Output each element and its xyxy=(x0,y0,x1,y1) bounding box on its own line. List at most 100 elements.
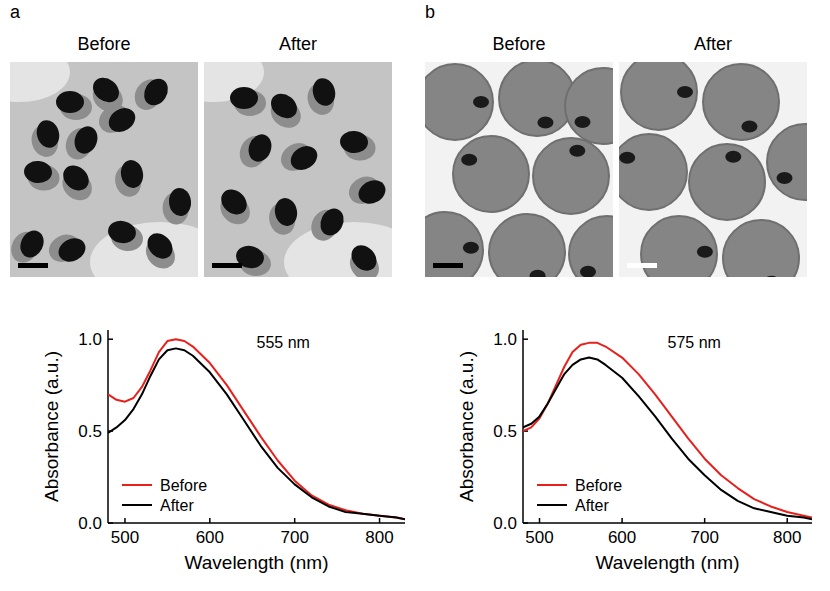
sphere xyxy=(703,64,779,140)
legend-label: After xyxy=(160,497,194,514)
legend-swatch xyxy=(537,504,567,506)
particle xyxy=(339,130,369,154)
particle xyxy=(286,141,321,174)
core-particle xyxy=(530,270,546,277)
particle xyxy=(139,74,172,109)
core-particle xyxy=(677,86,693,98)
sphere xyxy=(533,138,609,214)
y-tick xyxy=(108,522,113,524)
particle xyxy=(168,187,193,217)
particle xyxy=(142,228,177,263)
x-tick xyxy=(621,518,623,523)
particle xyxy=(273,196,300,228)
y-tick xyxy=(523,338,528,340)
particle xyxy=(88,73,124,107)
core-particle xyxy=(725,151,741,163)
plot-lines xyxy=(523,343,812,519)
core-particle xyxy=(580,266,596,277)
tem-image xyxy=(0,42,230,302)
annotation: 575 nm xyxy=(668,334,721,351)
chart: 0.00.51.0500600700800Wavelength (nm)Abso… xyxy=(41,330,405,573)
sphere xyxy=(453,136,529,212)
y-tick-label: 1.0 xyxy=(78,330,102,349)
x-tick-label: 500 xyxy=(525,528,553,547)
page: {"panels": [{"label": "a", "image_titles… xyxy=(0,0,830,591)
x-tick xyxy=(786,518,788,523)
chart: 0.00.51.0500600700800Wavelength (nm)Abso… xyxy=(456,330,812,573)
x-tick-label: 700 xyxy=(280,528,308,547)
panel-letter: a xyxy=(10,2,21,22)
particle xyxy=(58,160,94,195)
particle xyxy=(55,234,90,266)
image-title: Before xyxy=(77,34,130,54)
x-axis-line xyxy=(523,522,812,524)
core-particle xyxy=(463,242,479,254)
series-line xyxy=(108,339,405,519)
particle xyxy=(16,227,48,262)
y-tick xyxy=(108,338,113,340)
y-axis-title: Absorbance (a.u.) xyxy=(456,351,477,502)
sphere xyxy=(767,124,807,200)
y-tick-label: 0.0 xyxy=(78,514,102,533)
sphere xyxy=(723,220,799,277)
tem-image xyxy=(611,54,830,296)
core-particle xyxy=(777,172,793,184)
x-tick-label: 600 xyxy=(608,528,636,547)
particle xyxy=(216,184,252,219)
series-line xyxy=(108,348,405,519)
particle xyxy=(355,176,390,208)
particle xyxy=(310,76,339,109)
x-tick-label: 600 xyxy=(196,528,224,547)
sphere xyxy=(569,216,613,277)
particle xyxy=(104,103,139,136)
image-content xyxy=(204,62,392,277)
y-tick-label: 1.0 xyxy=(493,330,517,349)
legend-label: Before xyxy=(575,477,622,494)
sphere xyxy=(621,62,697,130)
particle xyxy=(346,240,381,275)
x-tick xyxy=(294,518,296,523)
annotation: 555 nm xyxy=(257,334,310,351)
core-particle xyxy=(764,276,780,277)
y-tick-label: 0.5 xyxy=(493,422,517,441)
image-title: After xyxy=(279,34,317,54)
particle xyxy=(56,91,84,113)
core-particle xyxy=(461,154,477,166)
x-tick xyxy=(124,518,126,523)
grid-hole xyxy=(90,222,198,277)
image-title: Before xyxy=(492,34,545,54)
particle xyxy=(316,205,348,240)
legend-swatch xyxy=(122,484,152,486)
core-particle xyxy=(537,117,553,129)
particle xyxy=(106,219,137,246)
x-axis-line xyxy=(108,522,405,524)
legend-swatch xyxy=(537,484,567,486)
tem-image xyxy=(164,42,424,302)
core-particle xyxy=(569,145,585,157)
legend-swatch xyxy=(122,504,152,506)
x-tick xyxy=(209,518,211,523)
sphere xyxy=(619,134,687,210)
series-line xyxy=(523,343,812,518)
particle xyxy=(119,158,146,190)
core-particle xyxy=(473,96,489,108)
y-tick-label: 0.0 xyxy=(493,514,517,533)
sphere xyxy=(425,64,493,140)
image-content xyxy=(425,62,613,277)
image-title: After xyxy=(694,34,732,54)
legend-label: After xyxy=(575,497,609,514)
y-axis-title: Absorbance (a.u.) xyxy=(41,351,62,502)
x-tick xyxy=(539,518,541,523)
panel-letter: b xyxy=(425,2,435,22)
x-tick-label: 800 xyxy=(365,528,393,547)
core-particle xyxy=(619,152,635,164)
scale-bar xyxy=(212,263,242,268)
sphere xyxy=(425,212,483,277)
y-axis-line xyxy=(107,330,109,523)
y-tick-label: 0.5 xyxy=(78,422,102,441)
x-axis-title: Wavelength (nm) xyxy=(596,552,740,573)
scale-bar xyxy=(18,263,48,268)
series-line xyxy=(523,358,812,520)
particle xyxy=(71,123,102,157)
sphere xyxy=(565,68,613,144)
